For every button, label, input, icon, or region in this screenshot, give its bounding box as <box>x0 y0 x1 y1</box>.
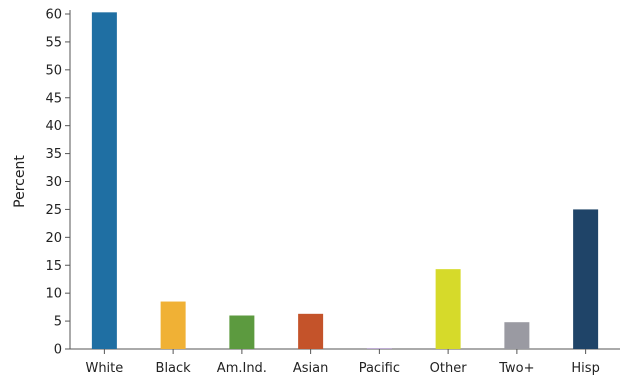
x-tick-label: White <box>85 361 123 376</box>
y-tick-label: 45 <box>45 91 62 106</box>
bar-other <box>435 269 461 349</box>
y-tick-label: 5 <box>54 315 62 330</box>
x-tick-label: Pacific <box>359 361 400 376</box>
y-tick-label: 55 <box>45 35 62 50</box>
y-axis-title: Percent <box>12 155 28 208</box>
y-tick-label: 15 <box>45 259 62 274</box>
bar-two <box>504 322 530 349</box>
bar-am-ind <box>229 315 255 349</box>
y-tick-label: 0 <box>54 343 62 358</box>
y-tick-label: 30 <box>45 175 62 190</box>
y-tick-label: 10 <box>45 287 62 302</box>
x-tick-label: Other <box>430 361 468 376</box>
y-tick-label: 20 <box>45 231 62 246</box>
bar-hisp <box>573 209 599 349</box>
x-tick-label: Asian <box>293 361 328 376</box>
axes <box>69 10 620 350</box>
y-tick-label: 40 <box>45 119 62 134</box>
y-tick-label: 25 <box>45 203 62 218</box>
bars <box>91 12 599 349</box>
x-axis-labels: White Black Am.Ind. Asian Pacific Other Two+ Hi… <box>85 349 600 376</box>
bar-white <box>91 12 117 349</box>
bar-pacific <box>366 348 392 349</box>
y-tick-label: 35 <box>45 147 62 162</box>
bar-black <box>160 301 186 349</box>
y-axis-ticks: 0 5 10 15 20 25 30 35 40 45 50 55 60 <box>45 8 70 358</box>
x-tick-label: Am.Ind. <box>217 361 267 376</box>
y-tick-label: 60 <box>45 8 62 23</box>
bar-asian <box>298 313 324 349</box>
x-tick-label: Hisp <box>571 361 599 376</box>
x-tick-label: Black <box>156 361 192 376</box>
y-tick-label: 50 <box>45 63 62 78</box>
x-tick-label: Two+ <box>498 361 534 376</box>
